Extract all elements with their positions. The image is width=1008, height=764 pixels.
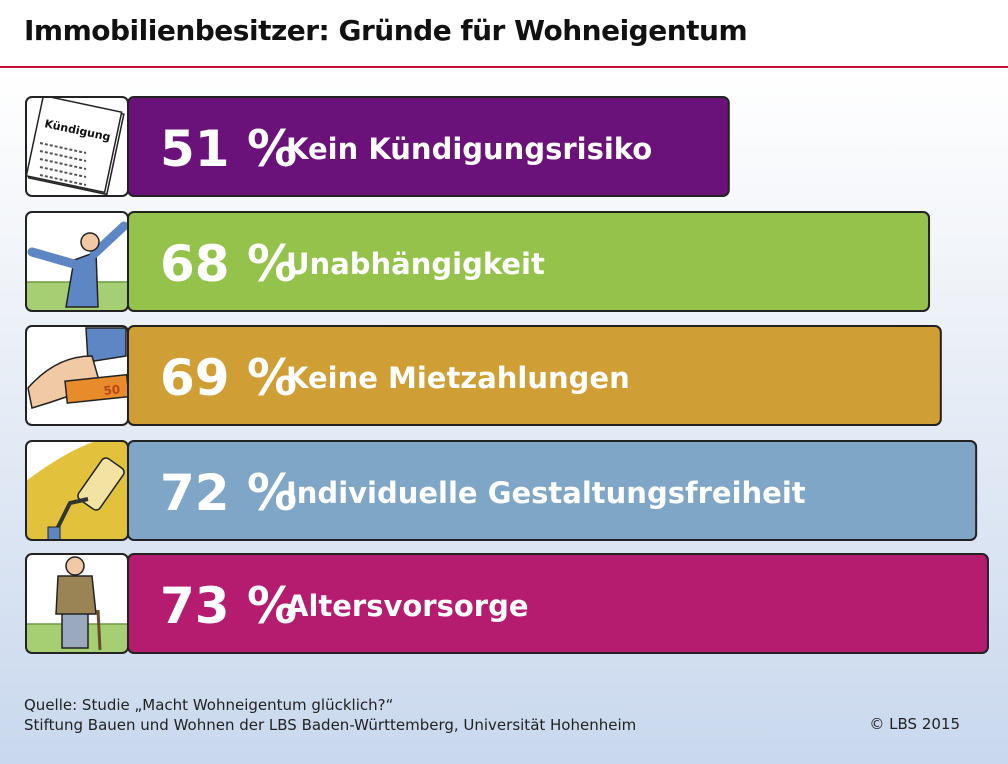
bar-row: Kündigung 51 %Kein Kündigungsrisiko — [25, 96, 730, 197]
bar — [127, 211, 931, 312]
bar-value-label: 68 % — [160, 235, 297, 293]
chart-title: Immobilienbesitzer: Gründe für Wohneigen… — [24, 14, 748, 47]
elderly-man-cane-icon — [25, 553, 129, 654]
bar-value-label: 73 % — [160, 577, 297, 635]
header: Immobilienbesitzer: Gründe für Wohneigen… — [0, 0, 1008, 68]
bar-row: 72 %Individuelle Gestaltungsfreiheit — [25, 440, 978, 541]
source-line-1: Quelle: Studie „Macht Wohneigentum glück… — [24, 696, 394, 714]
bar-value-label: 69 % — [160, 349, 297, 407]
source-note: Quelle: Studie „Macht Wohneigentum glück… — [24, 695, 636, 735]
bar — [127, 440, 978, 541]
money-hand-icon: 50 — [25, 325, 129, 426]
bar-category-label: Keine Mietzahlungen — [286, 361, 630, 395]
bar-category-label: Individuelle Gestaltungsfreiheit — [286, 476, 806, 510]
bar-row: 68 %Unabhängigkeit — [25, 211, 931, 312]
bar — [127, 553, 989, 654]
cheering-man-icon — [25, 211, 129, 312]
bar-category-label: Unabhängigkeit — [286, 247, 545, 281]
bar-category-label: Altersvorsorge — [286, 589, 529, 623]
paint-roller-icon — [25, 440, 129, 541]
bar-row: 50 69 %Keine Mietzahlungen — [25, 325, 942, 426]
bar-value-label: 72 % — [160, 464, 297, 522]
bar-category-label: Kein Kündigungsrisiko — [286, 132, 652, 166]
banknote-label: 50 — [103, 382, 121, 398]
bar-row: 73 %Altersvorsorge — [25, 553, 989, 654]
source-line-2: Stiftung Bauen und Wohnen der LBS Baden-… — [24, 716, 637, 734]
bar — [127, 96, 730, 197]
copyright: © LBS 2015 — [869, 715, 960, 733]
bar — [127, 325, 942, 426]
bar-value-label: 51 % — [160, 120, 297, 178]
kuendigung-document-icon: Kündigung — [25, 96, 129, 197]
